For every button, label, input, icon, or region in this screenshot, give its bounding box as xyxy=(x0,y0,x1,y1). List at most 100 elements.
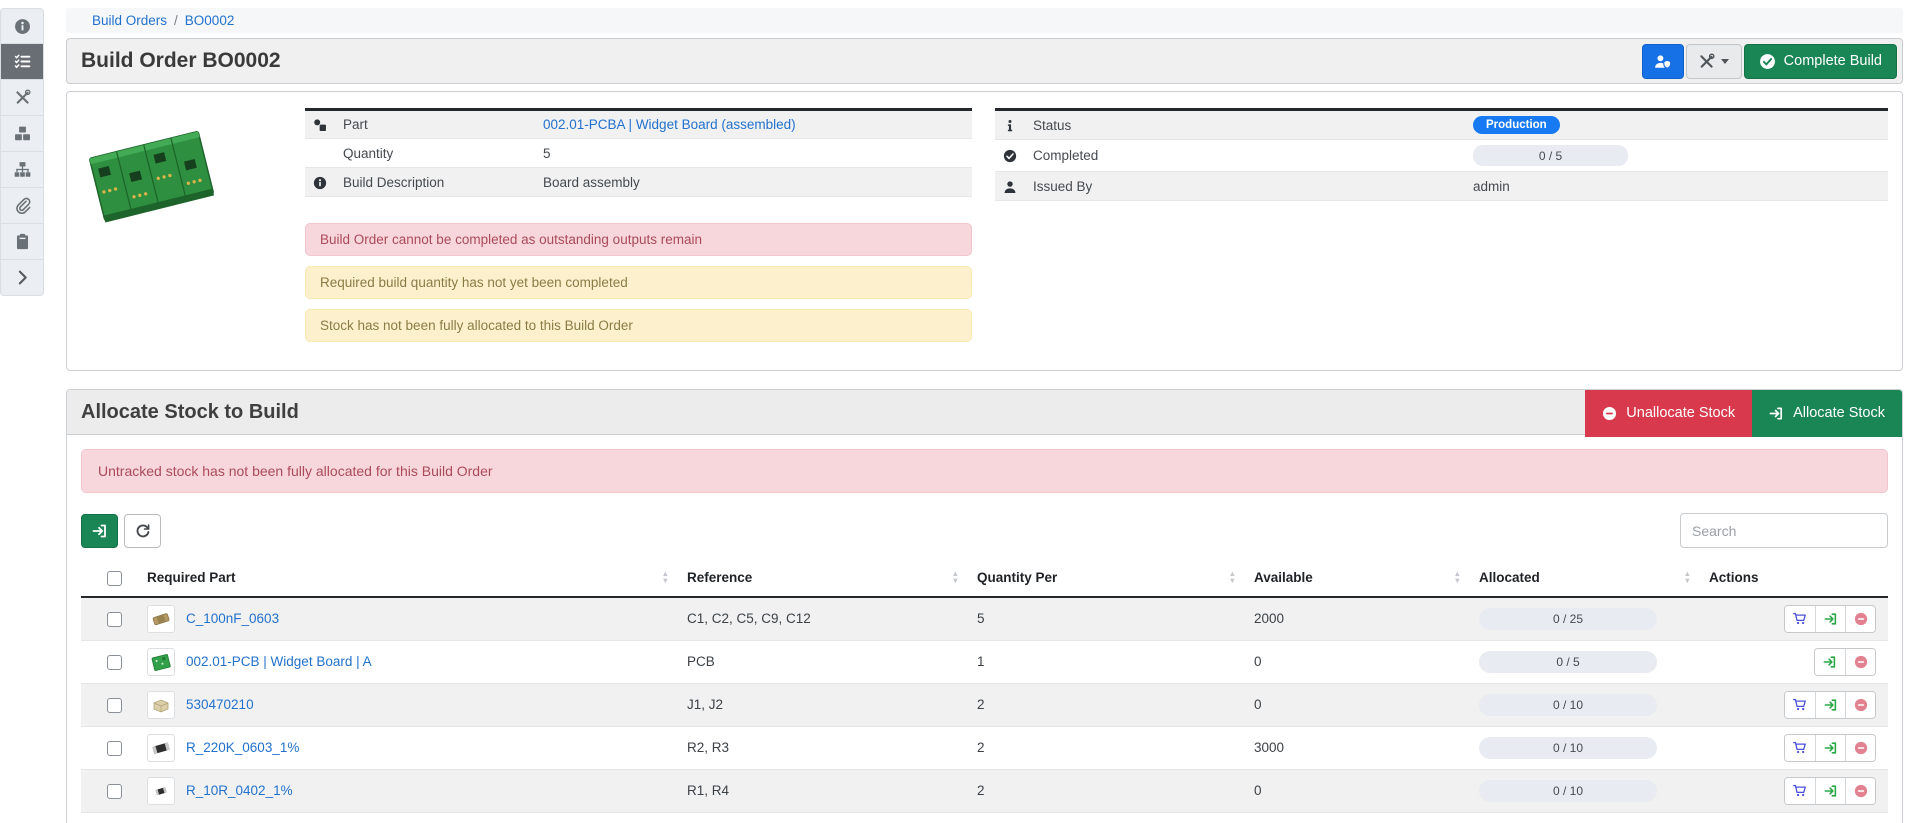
reference-cell: R2, R3 xyxy=(679,726,969,770)
select-all-column xyxy=(99,560,139,598)
sort-icon: ▲ ▼ xyxy=(951,569,959,585)
allocate-row-button[interactable] xyxy=(1815,777,1845,804)
header-actions: Complete Build xyxy=(1641,43,1897,79)
quantity-per-cell: 2 xyxy=(969,769,1246,813)
allocate-row-button[interactable] xyxy=(1815,605,1845,632)
sidebar-collapse-button[interactable] xyxy=(0,260,44,296)
minus-circle-icon xyxy=(1854,784,1867,798)
remove-row-button[interactable] xyxy=(1845,605,1875,632)
detail-label: Quantity xyxy=(335,138,535,168)
table-toolbar xyxy=(81,513,1888,548)
sidebar-item-notes[interactable] xyxy=(0,224,44,260)
allocate-selected-button[interactable] xyxy=(81,513,118,548)
column-reference[interactable]: Reference ▲ ▼ xyxy=(679,560,969,598)
tools-icon xyxy=(15,89,31,104)
part-thumbnail xyxy=(147,647,175,676)
breadcrumb-link-bo0002[interactable]: BO0002 xyxy=(184,13,235,28)
part-thumbnail xyxy=(147,690,175,719)
alert-untracked-stock: Untracked stock has not been fully alloc… xyxy=(81,449,1888,493)
cart-icon xyxy=(1793,784,1806,797)
quantity-per-cell: 5 xyxy=(969,596,1246,641)
allocated-progress: 0 / 10 xyxy=(1479,736,1657,759)
buy-button[interactable] xyxy=(1785,734,1815,761)
cart-icon xyxy=(1793,741,1806,754)
part-link[interactable]: R_10R_0402_1% xyxy=(186,783,293,799)
breadcrumb-link-build-orders[interactable]: Build Orders xyxy=(92,13,168,28)
cart-icon xyxy=(1793,612,1806,625)
row-checkbox[interactable] xyxy=(107,697,122,713)
sign-in-icon xyxy=(1769,407,1783,419)
sidebar-item-attachments[interactable] xyxy=(0,188,44,224)
unallocate-stock-label: Unallocate Stock xyxy=(1626,405,1736,421)
detail-label: Part xyxy=(335,109,535,139)
buy-button[interactable] xyxy=(1785,777,1815,804)
part-image[interactable] xyxy=(85,108,217,240)
buy-button[interactable] xyxy=(1785,605,1815,632)
remove-row-button[interactable] xyxy=(1845,777,1875,804)
allocate-stock-label: Allocate Stock xyxy=(1793,405,1885,421)
search-input[interactable] xyxy=(1680,513,1888,548)
table-row: 002.01-PCB | Widget Board | A PCB 1 0 0 … xyxy=(81,640,1888,684)
build-details-content: Part 002.01-PCBA | Widget Board (assembl… xyxy=(305,108,972,342)
build-status-table: Status Production Completed 0 / 5 Issued… xyxy=(995,108,1888,201)
status-row: Status Production xyxy=(995,109,1888,140)
alert-stock-not-allocated: Stock has not been fully allocated to th… xyxy=(305,309,972,342)
buy-button[interactable] xyxy=(1785,691,1815,718)
allocate-row-button[interactable] xyxy=(1815,734,1845,761)
part-thumbnail xyxy=(147,733,175,762)
tools-icon xyxy=(1700,52,1715,68)
refresh-button[interactable] xyxy=(124,513,161,548)
part-link[interactable]: 002.01-PCBA | Widget Board (assembled) xyxy=(543,117,796,132)
paperclip-icon xyxy=(15,197,30,214)
column-required-part[interactable]: Required Part ▲ ▼ xyxy=(139,560,679,598)
allocate-row-button[interactable] xyxy=(1815,648,1845,675)
available-cell: 0 xyxy=(1246,640,1471,684)
unallocate-stock-button[interactable]: Unallocate Stock xyxy=(1585,389,1753,437)
column-actions: Actions xyxy=(1701,560,1888,598)
row-checkbox[interactable] xyxy=(107,740,122,756)
sidebar-item-completed-outputs[interactable] xyxy=(0,116,44,152)
refresh-icon xyxy=(136,523,149,537)
table-row: 530470210 J1, J2 2 0 0 / 10 xyxy=(81,683,1888,727)
remove-row-button[interactable] xyxy=(1845,734,1875,761)
sidebar-item-details[interactable] xyxy=(0,8,44,44)
remove-row-button[interactable] xyxy=(1845,648,1875,675)
complete-build-button[interactable]: Complete Build xyxy=(1743,43,1897,79)
column-available[interactable]: Available ▲ ▼ xyxy=(1246,560,1471,598)
select-all-checkbox[interactable] xyxy=(107,570,122,586)
column-quantity-per[interactable]: Quantity Per ▲ ▼ xyxy=(969,560,1246,598)
part-link[interactable]: C_100nF_0603 xyxy=(186,611,280,627)
row-checkbox[interactable] xyxy=(107,611,122,627)
breadcrumb-separator: / xyxy=(174,13,178,28)
table-row: R_220K_0603_1% R2, R3 2 3000 0 / 10 xyxy=(81,726,1888,770)
column-allocated[interactable]: Allocated ▲ ▼ xyxy=(1471,560,1701,598)
sidebar-item-allocate-stock[interactable] xyxy=(0,44,44,80)
part-link[interactable]: 002.01-PCB | Widget Board | A xyxy=(186,654,372,670)
admin-button[interactable] xyxy=(1641,43,1684,79)
build-details-table: Part 002.01-PCBA | Widget Board (assembl… xyxy=(305,108,972,197)
status-badge: Production xyxy=(1473,116,1560,134)
remove-row-button[interactable] xyxy=(1845,691,1875,718)
allocate-stock-button[interactable]: Allocate Stock xyxy=(1752,389,1902,437)
chevron-right-icon xyxy=(18,270,27,285)
row-checkbox[interactable] xyxy=(107,783,122,799)
allocate-row-button[interactable] xyxy=(1815,691,1845,718)
sidebar-item-child-builds[interactable] xyxy=(0,152,44,188)
available-cell: 3000 xyxy=(1246,726,1471,770)
allocate-stock-header: Allocate Stock to Build Unallocate Stock… xyxy=(67,389,1902,437)
row-checkbox[interactable] xyxy=(107,654,122,670)
build-actions-dropdown[interactable] xyxy=(1685,43,1742,79)
completed-label: Completed xyxy=(1025,139,1465,172)
reference-cell: R1, R4 xyxy=(679,769,969,813)
part-link[interactable]: R_220K_0603_1% xyxy=(186,740,300,756)
sitemap-icon xyxy=(14,162,30,177)
completed-row: Completed 0 / 5 xyxy=(995,139,1888,172)
complete-build-label: Complete Build xyxy=(1783,53,1882,69)
minus-circle-icon xyxy=(1854,698,1867,712)
quantity-per-cell: 2 xyxy=(969,726,1246,770)
detail-label: Build Description xyxy=(335,167,535,197)
part-link[interactable]: 530470210 xyxy=(186,697,254,713)
sign-in-icon xyxy=(1823,656,1836,668)
sidebar-item-build-outputs[interactable] xyxy=(0,80,44,116)
available-cell: 0 xyxy=(1246,769,1471,813)
